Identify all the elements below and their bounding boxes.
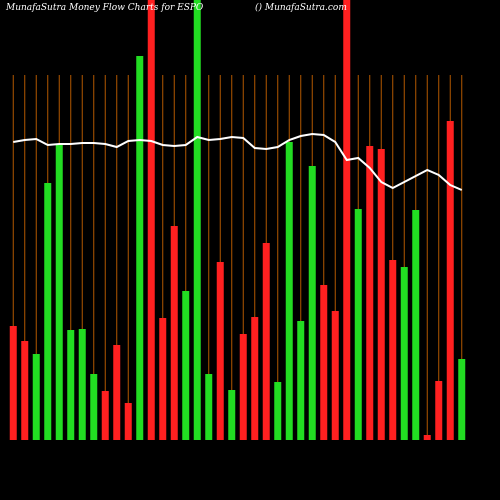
bar [366, 146, 374, 440]
bar [228, 390, 236, 440]
bar [9, 326, 17, 440]
bar [67, 330, 75, 440]
chart-title: MunafaSutra Money Flow Charts for ESPO [5, 3, 204, 13]
bar [458, 359, 466, 440]
bar [343, 0, 351, 440]
bar [354, 209, 362, 440]
bar [55, 144, 63, 440]
bar [21, 341, 29, 440]
bar [435, 381, 443, 440]
bar [389, 260, 397, 440]
bar [251, 317, 259, 440]
bar [412, 210, 420, 440]
bar [400, 267, 408, 440]
bar [182, 291, 190, 440]
bar [331, 311, 339, 440]
bar [90, 374, 98, 440]
bar [308, 166, 316, 440]
bar [274, 382, 282, 440]
bar [216, 262, 224, 440]
bar [113, 345, 121, 440]
bar [147, 0, 155, 440]
flow-line [13, 132, 463, 191]
chart-subtitle: () MunafaSutra.com [255, 2, 347, 13]
bar [44, 183, 52, 440]
bar [205, 374, 213, 440]
bar [170, 226, 178, 440]
bar [136, 56, 144, 440]
bar [377, 149, 385, 440]
bar [32, 354, 40, 440]
bar [78, 329, 86, 440]
bar [193, 0, 201, 440]
bar [124, 403, 132, 440]
bar [101, 391, 109, 440]
bar [297, 321, 305, 440]
bar [446, 121, 454, 440]
bar [423, 435, 431, 440]
bar [320, 285, 328, 440]
bar [262, 243, 270, 440]
bar [239, 334, 247, 440]
bar [285, 142, 293, 440]
bar [159, 318, 167, 440]
